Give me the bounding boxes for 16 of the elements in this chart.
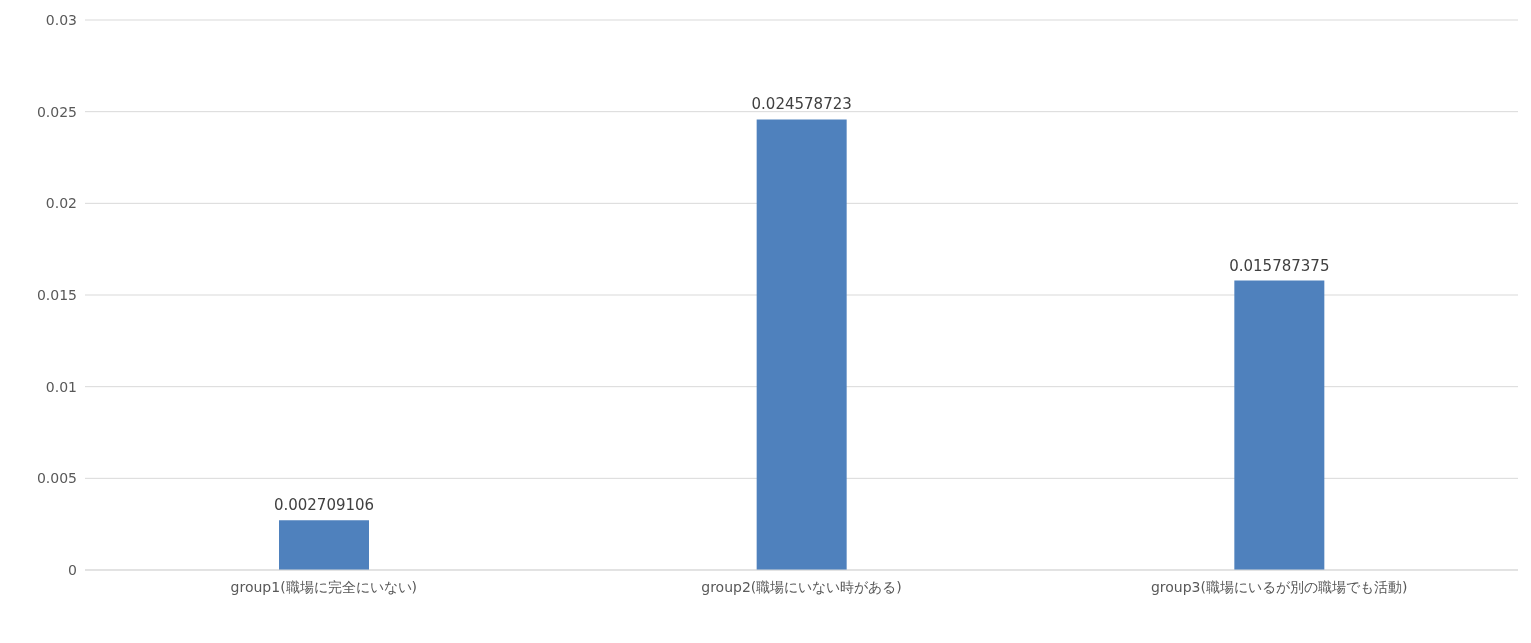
data-label: 0.024578723 [751,95,852,114]
y-tick-label: 0.01 [45,378,77,395]
y-tick-label: 0.02 [45,195,77,212]
y-tick-label: 0.015 [36,286,77,303]
bar [756,119,847,570]
data-label: 0.015787375 [1229,256,1330,275]
bar [279,520,369,570]
x-tick-label: group3(職場にいるが別の職場でも活動) [1150,579,1408,595]
y-tick-label: 0 [68,561,77,578]
x-tick-label: group2(職場にいない時がある) [701,579,902,595]
y-tick-label: 0.025 [36,103,77,120]
data-label: 0.002709106 [273,496,375,515]
x-tick-label: group1(職場に完全にいない) [230,579,418,595]
bar [1234,280,1325,570]
y-tick-label: 0.03 [45,11,77,28]
y-tick-label: 0.005 [36,470,77,487]
